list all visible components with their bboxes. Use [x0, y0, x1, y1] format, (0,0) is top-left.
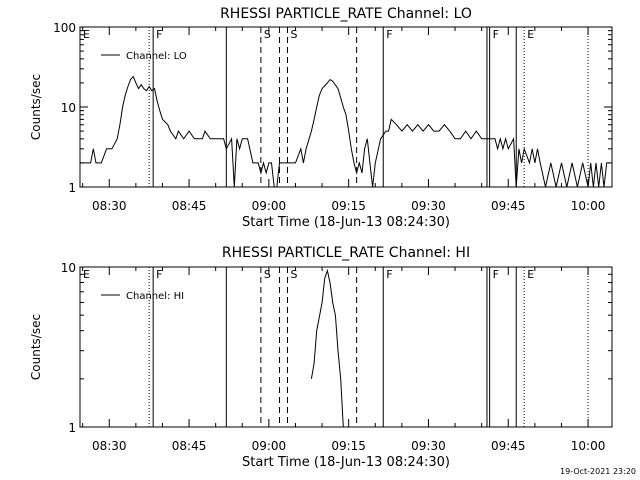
chart-title: RHESSI PARTICLE_RATE Channel: HI: [222, 245, 470, 261]
x-tick-label: 09:30: [411, 199, 446, 213]
x-tick-label: 09:00: [252, 199, 287, 213]
legend-entry: Channel: HI: [126, 291, 184, 302]
x-tick-label: 09:15: [331, 439, 366, 453]
x-tick-label: 08:30: [92, 439, 127, 453]
event-label: F: [386, 28, 392, 41]
legend-entry: Channel: LO: [126, 51, 187, 62]
y-tick-label: 1: [68, 421, 76, 435]
event-label: F: [493, 28, 499, 41]
series-line-1: [80, 75, 610, 188]
y-tick-label: 1: [68, 181, 76, 195]
event-label: S: [290, 28, 297, 41]
lo-channel-panel: RHESSI PARTICLE_RATE Channel: LO Start Ti…: [29, 6, 613, 230]
generation-timestamp: 19-Oct-2021 23:20: [560, 467, 636, 476]
plot-frame: [79, 266, 613, 428]
x-tick-label: 09:30: [411, 439, 446, 453]
x-axis-label: Start Time (18-Jun-13 08:24:30): [242, 455, 450, 470]
x-tick-label: 08:30: [92, 199, 127, 213]
event-label: S: [290, 268, 297, 281]
x-axis-label: Start Time (18-Jun-13 08:24:30): [242, 215, 450, 230]
x-tick-label: 09:00: [252, 439, 287, 453]
event-label: F: [386, 268, 392, 281]
y-tick-label: 100: [53, 21, 76, 35]
event-label: F: [156, 28, 162, 41]
event-label: F: [493, 268, 499, 281]
y-axis-label: Counts/sec: [29, 314, 43, 380]
event-label: F: [156, 268, 162, 281]
y-tick-label: 10: [61, 101, 76, 115]
hi-channel-panel: RHESSI PARTICLE_RATE Channel: HI Start Ti…: [29, 245, 613, 470]
event-label: E: [527, 28, 534, 41]
x-tick-label: 09:15: [331, 199, 366, 213]
x-tick-label: 08:45: [172, 199, 207, 213]
x-tick-label: 09:45: [491, 199, 526, 213]
chart-title: RHESSI PARTICLE_RATE Channel: LO: [220, 6, 472, 22]
event-label: S: [264, 28, 271, 41]
x-tick-label: 09:45: [491, 439, 526, 453]
event-label: E: [83, 28, 90, 41]
y-tick-label: 10: [61, 261, 76, 275]
y-axis-label: Counts/sec: [29, 74, 43, 140]
x-tick-label: 10:00: [571, 199, 606, 213]
x-tick-label: 10:00: [571, 439, 606, 453]
event-label: E: [83, 268, 90, 281]
series-line-1: [310, 268, 344, 428]
event-label: S: [264, 268, 271, 281]
x-tick-label: 08:45: [172, 439, 207, 453]
event-label: E: [527, 268, 534, 281]
